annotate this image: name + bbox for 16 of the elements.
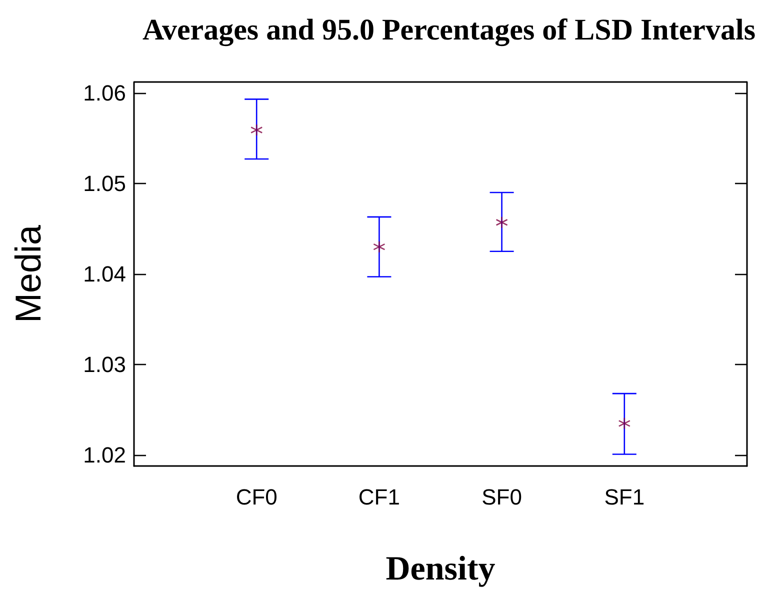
point [250, 124, 263, 136]
point [496, 216, 508, 229]
y-tick-label: 1.03 [83, 352, 126, 378]
y-tick-label: 1.05 [83, 170, 126, 196]
x-tick-label: SF1 [604, 484, 645, 510]
chart-title: Averages and 95.0 Percentages of LSD Intervals [142, 14, 756, 46]
point [618, 417, 631, 430]
x-axis-title: Density [386, 550, 496, 588]
x-tick-label: SF0 [482, 484, 522, 510]
y-tick-label: 1.02 [83, 442, 126, 468]
x-tick-label: CF0 [236, 484, 278, 510]
x-tick-label: CF1 [358, 484, 400, 510]
point [373, 240, 386, 253]
y-tick-label: 1.06 [83, 80, 126, 106]
y-tick-label: 1.04 [83, 262, 126, 286]
y-axis-title: Media [8, 224, 48, 324]
